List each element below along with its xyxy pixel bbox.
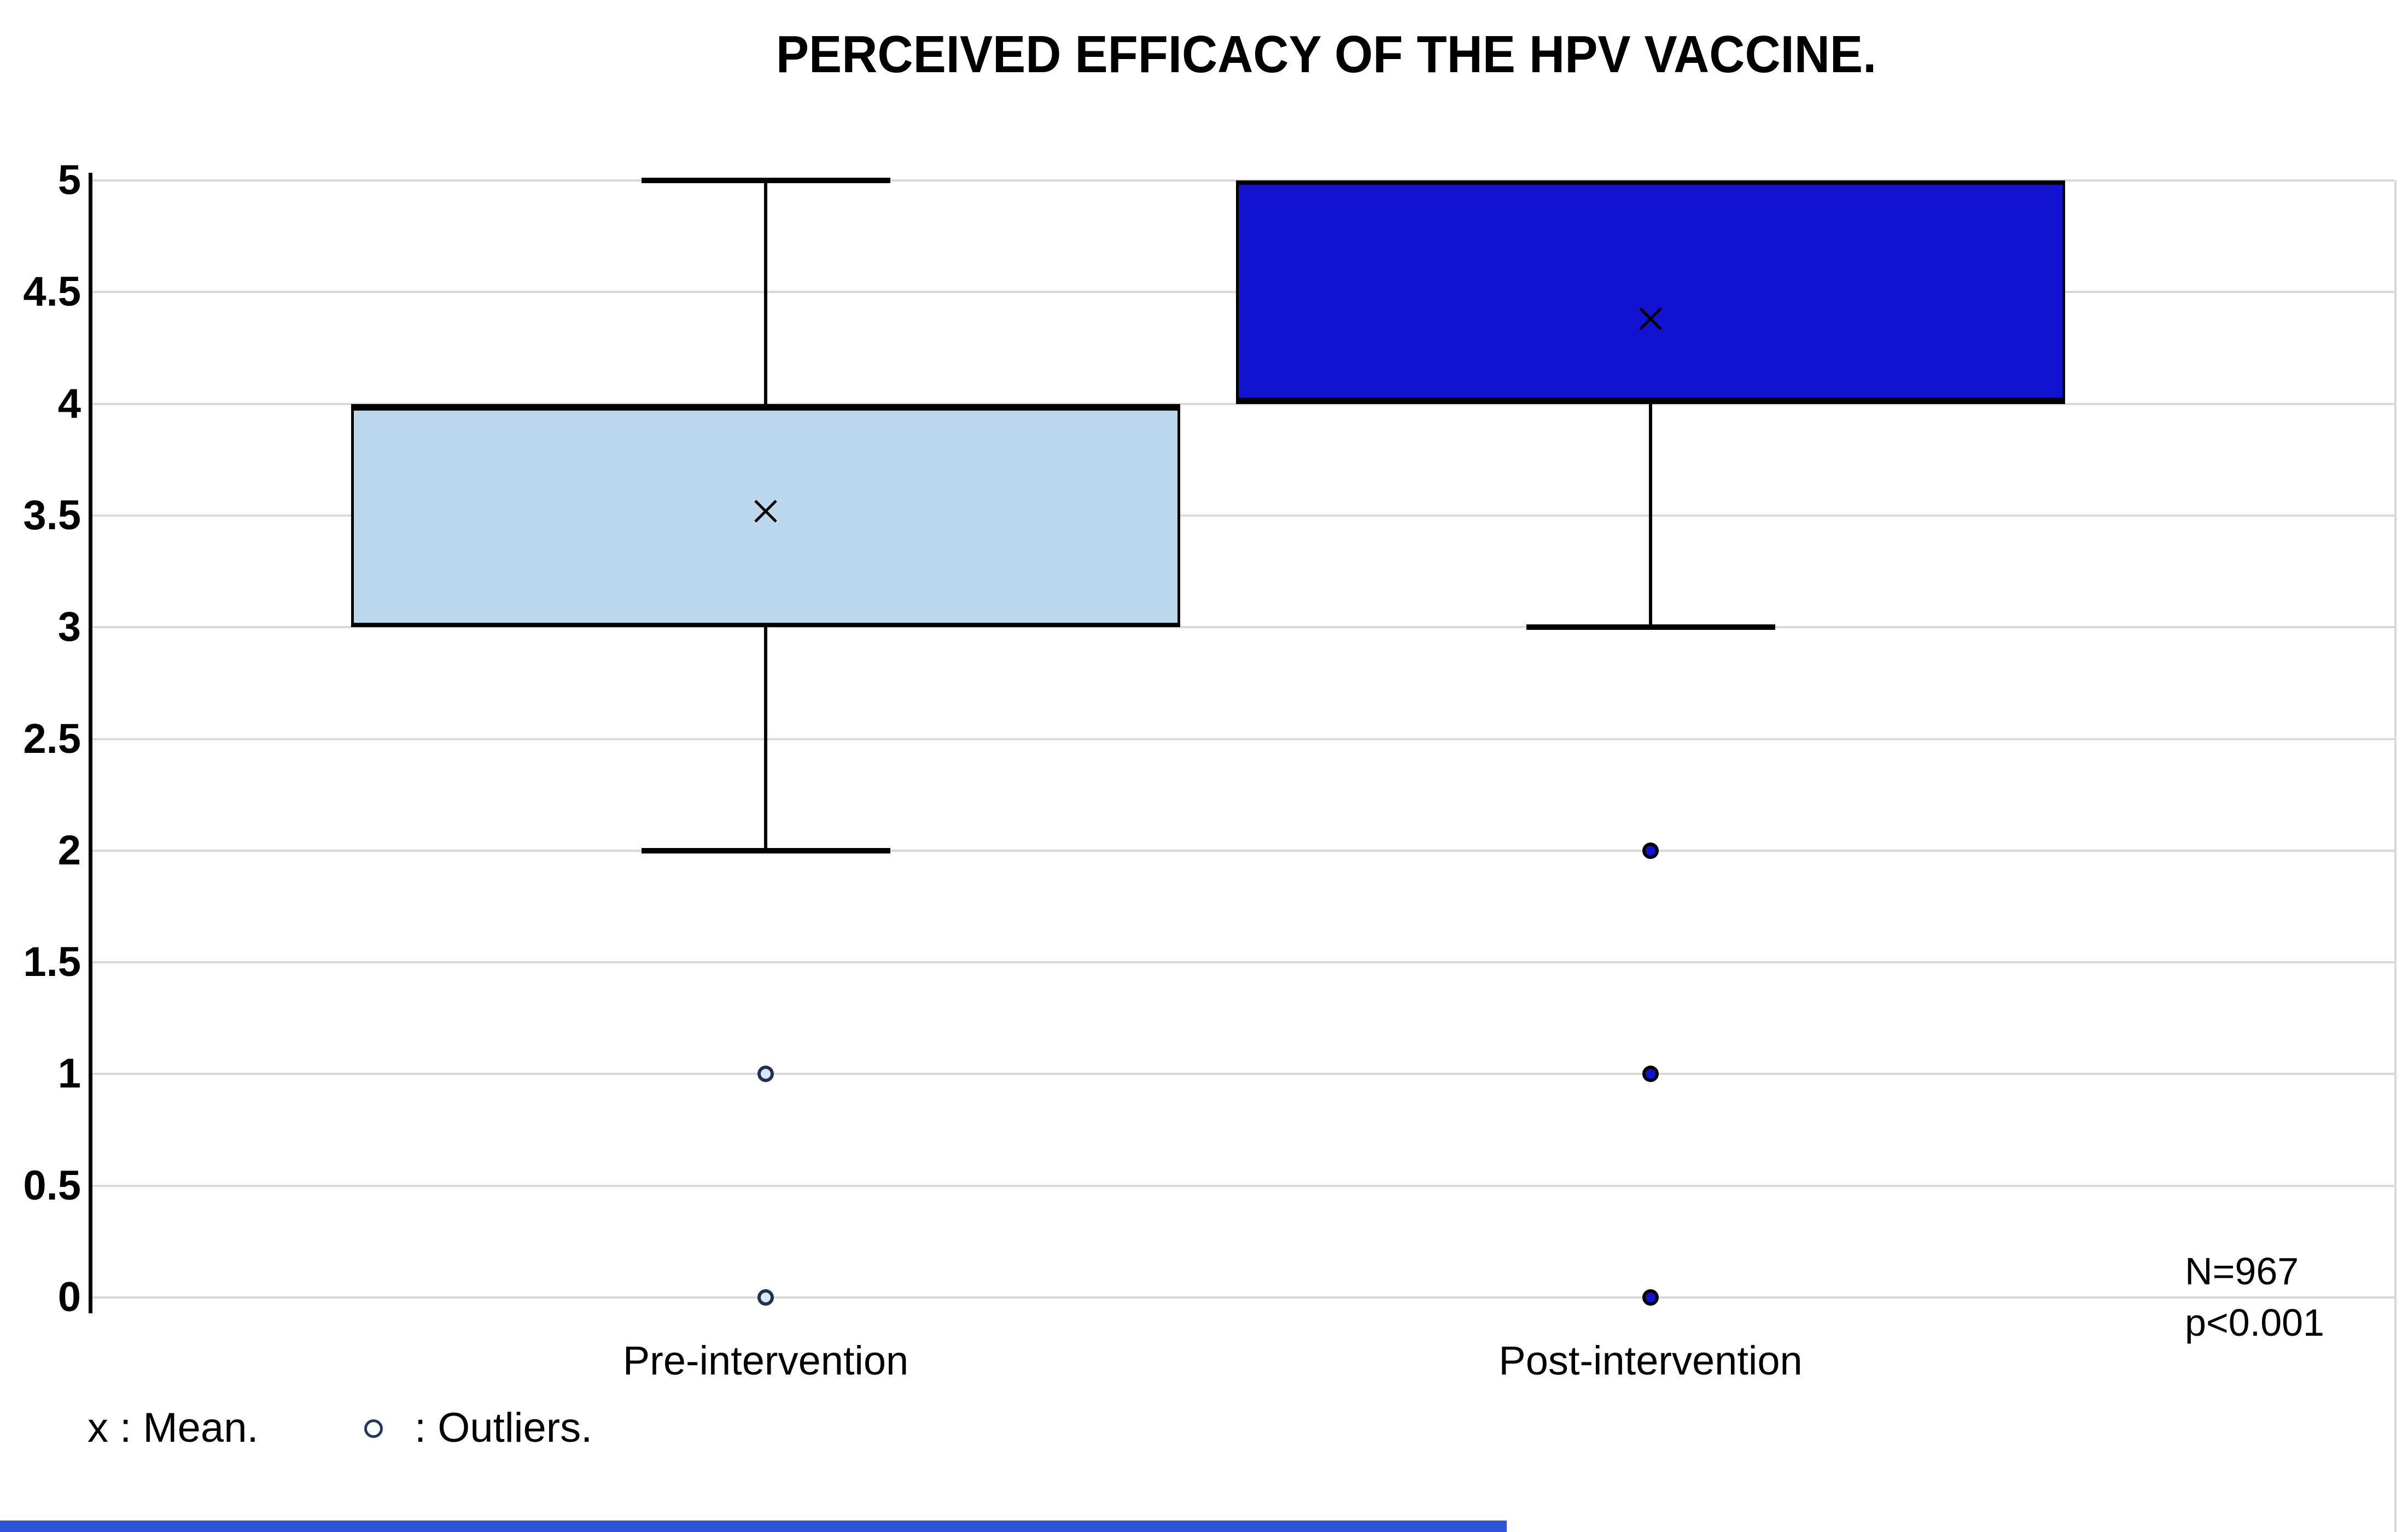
- gridline: [90, 849, 2394, 852]
- gridline: [90, 1184, 2394, 1187]
- stats-annotation: N=967 p<0.001: [2185, 1246, 2324, 1348]
- y-tick-label: 4: [57, 380, 81, 427]
- chart-title: PERCEIVED EFFICACY OF THE HPV VACCINE.: [776, 25, 1877, 84]
- y-axis-line: [89, 173, 92, 1313]
- outlier-point: [1642, 1289, 1659, 1306]
- plot-right-border: [2394, 180, 2397, 1532]
- gridline: [90, 626, 2394, 629]
- y-tick-label: 1.5: [23, 939, 81, 986]
- outlier-point: [1642, 842, 1659, 859]
- bottom-blue-bar: [0, 1521, 1507, 1532]
- mean-marker-icon: [1637, 305, 1664, 332]
- y-tick-label: 5: [57, 157, 81, 203]
- outlier-point: [757, 1289, 774, 1306]
- x-axis-label-pre: Pre-intervention: [622, 1338, 909, 1383]
- gridline: [90, 1073, 2394, 1075]
- box-pre: [351, 404, 1180, 628]
- sample-size-note: N=967: [2185, 1250, 2299, 1293]
- y-tick-label: 3: [57, 604, 81, 651]
- x-axis-label-post: Post-intervention: [1499, 1338, 1803, 1383]
- box-post: [1236, 180, 2065, 404]
- gridline: [90, 738, 2394, 740]
- outlier-point: [1642, 1066, 1659, 1083]
- y-tick-label: 3.5: [23, 492, 81, 539]
- y-tick-label: 1: [57, 1050, 81, 1097]
- p-value-note: p<0.001: [2185, 1301, 2324, 1344]
- y-tick-label: 0.5: [23, 1162, 81, 1209]
- legend-outliers-label: : Outliers.: [415, 1405, 593, 1451]
- y-tick-label: 2.5: [23, 715, 81, 762]
- whisker-cap: [641, 178, 890, 183]
- whisker-stem: [764, 180, 767, 404]
- gridline: [90, 1296, 2394, 1299]
- y-tick-label: 2: [57, 827, 81, 874]
- gridline: [90, 961, 2394, 964]
- outlier-legend-icon: [364, 1419, 383, 1438]
- legend-mean-label: x : Mean.: [88, 1405, 259, 1451]
- gridline: [90, 514, 2394, 517]
- y-tick-label: 0: [57, 1274, 81, 1320]
- whisker-cap: [641, 847, 890, 853]
- gridline: [90, 402, 2394, 405]
- y-tick-label: 4.5: [23, 268, 81, 315]
- whisker-stem: [764, 627, 767, 851]
- whisker-stem: [1649, 404, 1652, 628]
- mean-marker-icon: [752, 498, 779, 525]
- whisker-cap: [1526, 624, 1775, 630]
- outlier-point: [757, 1066, 774, 1083]
